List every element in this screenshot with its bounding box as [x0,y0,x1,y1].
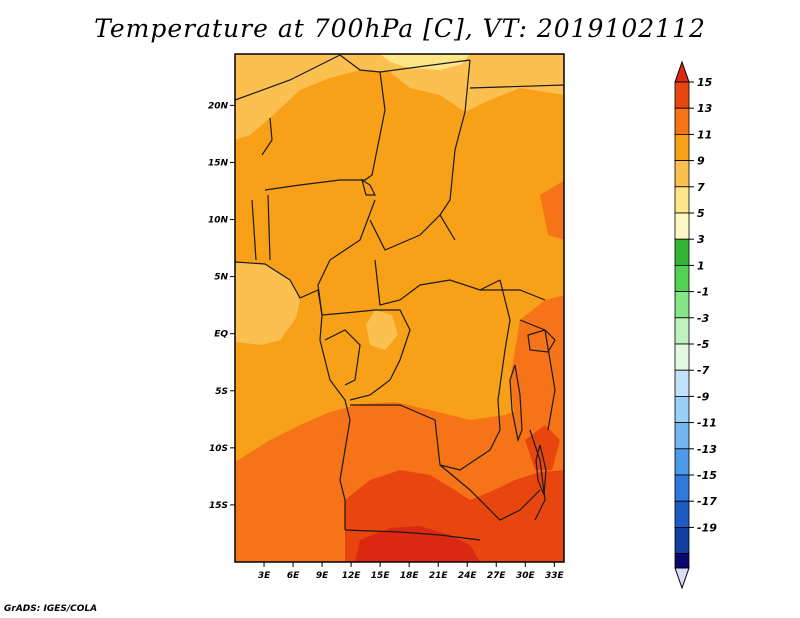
colorbar-segment [674,343,690,371]
lon-tick-label: 15E [371,571,391,581]
border-algeria-niger [235,54,341,101]
colorbar-segment [674,238,690,266]
border-angola-namibia [344,529,481,541]
field-13-15-east [525,425,560,470]
colorbar-label: 11 [697,128,712,141]
border-benin-nigeria [267,194,271,261]
colorbar-label: -7 [697,364,710,377]
lake-tanganyika [509,364,523,443]
border-gabon-congo [324,329,361,386]
border-niger-chad [364,71,386,181]
lon-tick-label: 30E [516,571,536,581]
colorbar-top-arrow [674,60,690,83]
colorbar-label: 3 [697,233,705,246]
map-title: Temperature at 700hPa [C], VT: 201910211… [94,14,706,43]
lat-tick-label: 15N [208,158,229,168]
lake-victoria [527,329,556,353]
lon-tick-label: 21E [429,571,449,581]
colorbar-segment [674,212,690,240]
map-frame [234,53,565,563]
colorbar-segment [674,527,690,555]
colorbar-bottom-segment [674,553,690,569]
colorbar-segment [674,264,690,292]
colorbar-segment [674,317,690,345]
colorbar-segment [674,448,690,476]
field-11-13-east [510,295,564,430]
colorbar-segment [674,186,690,214]
colorbar-label: 13 [697,102,713,115]
border-zambia-south [439,464,541,521]
colorbar-segment [674,81,690,109]
lon-tick-label: 3E [258,571,271,581]
lat-tick-label: 5N [214,273,228,283]
colorbar-segment [674,500,690,528]
colorbar-bottom-arrow [674,567,690,590]
border-niger-nigeria [264,179,365,191]
colorbar-segment [674,133,690,161]
colorbar-segment [674,395,690,423]
border-libya-niger-chad [339,54,471,73]
border-togo-benin [251,199,257,261]
colorbar-segment [674,291,690,319]
colorbar-label: -17 [697,495,717,508]
lon-tick-label: 27E [487,571,507,581]
field-5-7-north [380,54,470,70]
colorbar: 15 13 11 9 7 5 3 1 -1 -3 -5 -7 -9 -11 -13 -15 -17 -19 [674,60,717,590]
border-mali-niger [261,117,273,156]
border-south-sudan-uganda [480,289,546,301]
colorbar-segment [674,422,690,450]
lat-tick-label: 10N [208,216,229,226]
colorbar-label: 15 [697,76,713,89]
field-7-9-west [235,262,300,345]
colorbar-segment [674,107,690,135]
border-drc-east [497,279,511,431]
lon-tick-label: 33E [545,571,565,581]
lon-tick-label: 18E [400,571,420,581]
colorbar-label: 7 [697,181,705,194]
border-chad-car [369,214,456,251]
grads-credit: GrADS: IGES/COLA [4,604,98,614]
colorbar-label: 5 [697,207,705,220]
colorbar-label: -15 [697,469,717,482]
lon-tick-label: 6E [287,571,300,581]
lat-tick-label: 15S [209,501,228,511]
coast-west-africa [235,261,351,530]
field-above-15-south [355,526,480,562]
colorbar-label: 1 [697,259,705,272]
colorbar-label: -9 [697,390,710,403]
colorbar-label: -13 [697,443,717,456]
colorbar-label: -5 [697,338,710,351]
colorbar-label: -11 [697,417,717,430]
lat-tick-label: EQ [214,330,228,340]
field-7-9-centre [366,310,398,350]
lon-tick-label: 9E [316,571,329,581]
lat-tick-label: 5S [215,387,228,397]
border-malawi [529,429,546,521]
lake-malawi [535,444,547,496]
border-sudan-north [469,84,564,89]
border-cameroon-south [321,309,376,316]
colorbar-segment [674,369,690,397]
colorbar-label: -1 [697,286,709,299]
lake-chad [361,178,376,196]
colorbar-label: 9 [697,155,705,168]
lon-tick-label: 12E [342,571,362,581]
lon-tick-label: 24E [458,571,478,581]
border-congo-drc [349,309,411,401]
lat-tick-label: 10S [209,444,228,454]
field-7-9-north [235,54,564,140]
colorbar-segment [674,474,690,502]
lat-tick-label: 20N [208,101,229,111]
colorbar-segment [674,160,690,188]
border-tanzania [519,319,556,431]
colorbar-label: -3 [697,312,710,325]
border-chad-sudan [439,59,471,216]
field-11-13-northeast [540,180,564,240]
colorbar-label: -19 [697,521,717,534]
